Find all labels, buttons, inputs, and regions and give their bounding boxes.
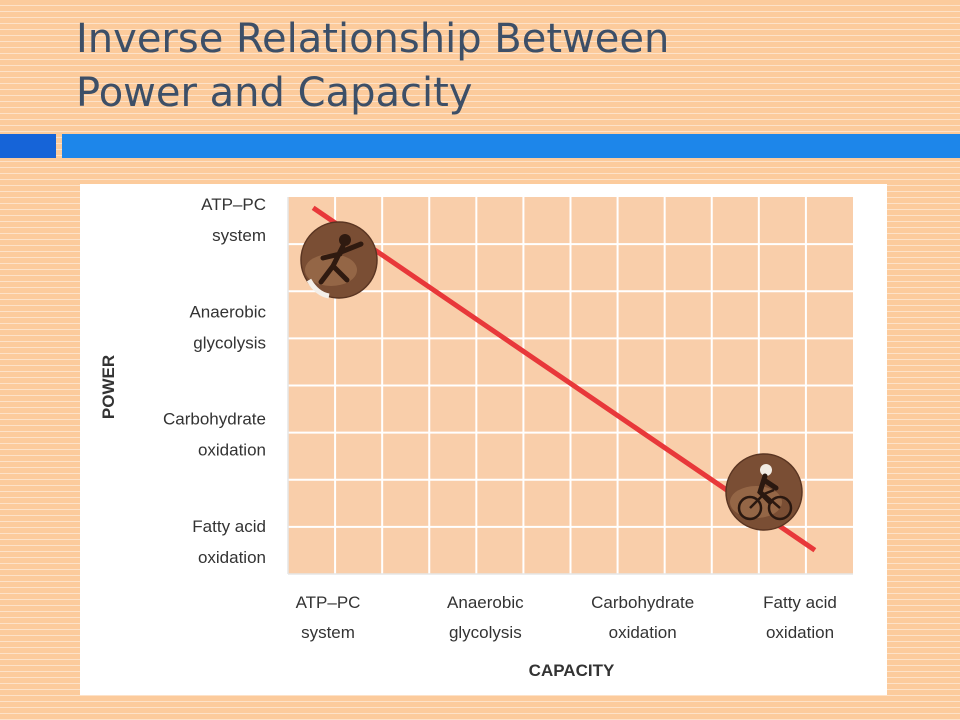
x-tick-label: Anaerobic glycolysis bbox=[447, 593, 524, 642]
slide-title-line-2: Power and Capacity bbox=[76, 70, 473, 116]
rider-helmet bbox=[760, 464, 772, 476]
x-tick-label: Carbohydrate oxidation bbox=[591, 593, 694, 642]
photo-disc-edge bbox=[725, 453, 803, 531]
photo-disc-edge bbox=[300, 221, 378, 299]
bike-wheel-front bbox=[767, 495, 793, 521]
x-axis-title: CAPACITY bbox=[529, 661, 615, 680]
figure-body bbox=[318, 241, 364, 285]
x-tick-label-line: system bbox=[301, 623, 355, 642]
chart-panel: Fatty acid oxidation Carbohydrate oxidation… bbox=[80, 184, 887, 695]
track-line bbox=[306, 278, 330, 299]
y-tick-label-line: Anaerobic bbox=[189, 302, 266, 321]
slide-title: Inverse Relationship Between Power and C… bbox=[76, 12, 936, 120]
y-tick-label-line: system bbox=[212, 226, 266, 245]
y-tick-label-line: oxidation bbox=[198, 548, 266, 567]
x-tick-label-line: glycolysis bbox=[449, 623, 522, 642]
slide-title-line-1: Inverse Relationship Between bbox=[76, 16, 670, 62]
sprinter-photo-icon bbox=[300, 221, 378, 299]
y-tick-label: Carbohydrate oxidation bbox=[163, 410, 266, 460]
rider-body bbox=[757, 473, 779, 505]
cyclist-photo-icon bbox=[725, 453, 803, 531]
x-tick-label: ATP–PC system bbox=[296, 593, 361, 642]
power-capacity-chart: Fatty acid oxidation Carbohydrate oxidation… bbox=[99, 195, 853, 680]
x-tick-label: Fatty acid oxidation bbox=[763, 593, 837, 642]
x-tick-label-line: Anaerobic bbox=[447, 593, 524, 612]
x-tick-label-line: Fatty acid bbox=[763, 593, 837, 612]
y-tick-label: Anaerobic glycolysis bbox=[189, 302, 266, 352]
y-tick-label-line: Carbohydrate bbox=[163, 410, 266, 429]
x-tick-label-line: Carbohydrate bbox=[591, 593, 694, 612]
y-tick-label-line: Fatty acid bbox=[192, 517, 266, 536]
y-axis-title: POWER bbox=[99, 355, 118, 419]
bike-wheel-rear bbox=[737, 495, 763, 521]
y-tick-label: Fatty acid oxidation bbox=[192, 517, 266, 567]
y-tick-label-line: oxidation bbox=[198, 441, 266, 460]
y-tick-label-line: ATP–PC bbox=[201, 195, 266, 214]
figure-head bbox=[339, 234, 351, 246]
x-tick-label-line: oxidation bbox=[766, 623, 834, 642]
x-tick-label-line: oxidation bbox=[609, 623, 677, 642]
x-tick-label-line: ATP–PC bbox=[296, 593, 361, 612]
accent-bar-right bbox=[62, 134, 960, 158]
y-tick-label-line: glycolysis bbox=[193, 333, 266, 352]
y-tick-label: ATP–PC system bbox=[201, 195, 266, 245]
accent-bar-left bbox=[0, 134, 56, 158]
